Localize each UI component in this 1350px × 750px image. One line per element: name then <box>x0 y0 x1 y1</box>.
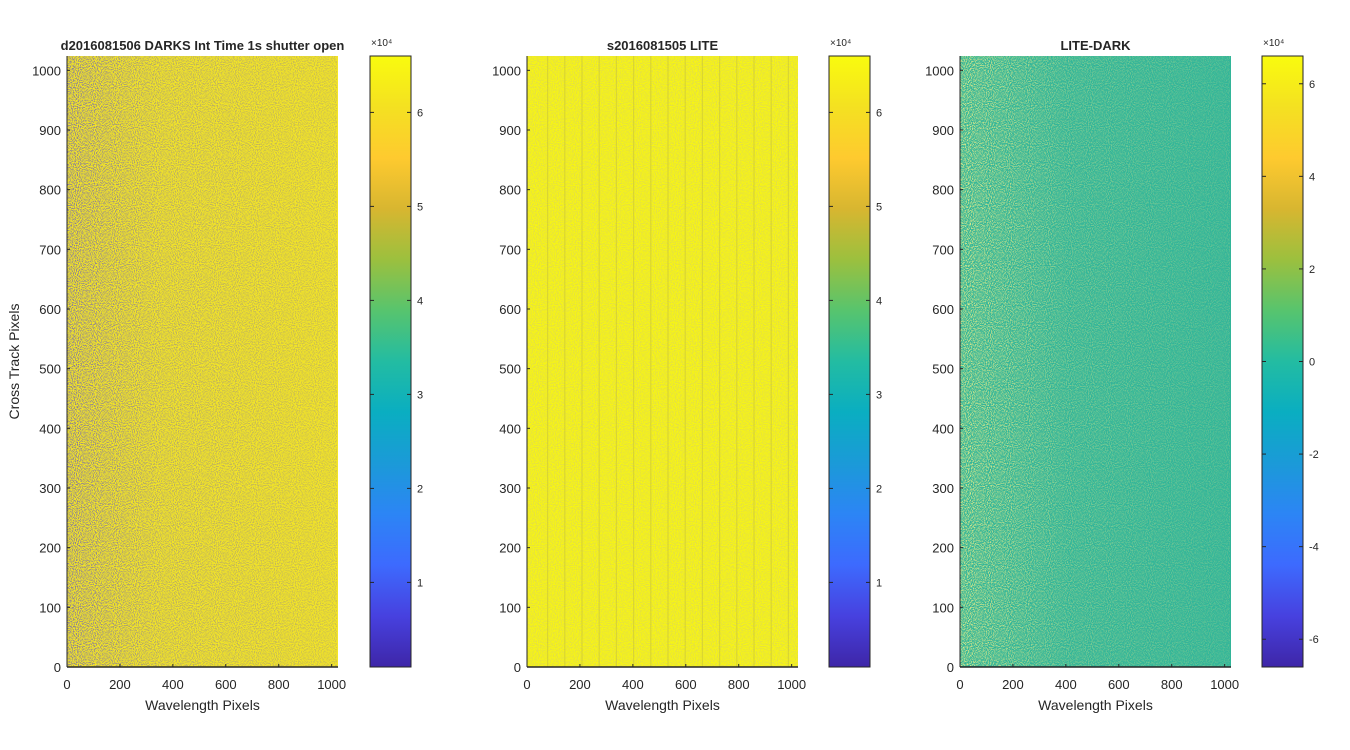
y-tick-label: 0 <box>54 660 61 675</box>
y-tick-label: 300 <box>932 481 954 496</box>
colorbar-tick-label: 5 <box>417 201 423 213</box>
y-tick-label: 200 <box>39 541 61 556</box>
colorbar-tick-label: 4 <box>1309 171 1315 183</box>
x-tick-label: 0 <box>523 677 530 692</box>
colorbar-tick-label: -6 <box>1309 634 1319 646</box>
y-tick-label: 1000 <box>32 63 61 78</box>
x-tick-label: 200 <box>569 677 591 692</box>
colorbar-exponent: ×10⁴ <box>1263 38 1284 49</box>
chart-title: d2016081506 DARKS Int Time 1s shutter op… <box>61 38 345 53</box>
heatmap-panel-2: 0 200 400 600 800 1000 0 100 200 300 400 500 600 700 8… <box>492 38 882 713</box>
y-tick-label: 600 <box>499 302 521 317</box>
colorbar-tick-label: 6 <box>1309 79 1315 91</box>
x-tick-label: 400 <box>162 677 184 692</box>
x-tick-label: 600 <box>675 677 697 692</box>
colorbar-gradient <box>828 55 871 668</box>
y-axis-label: Cross Track Pixels <box>6 304 22 420</box>
x-tick-label: 0 <box>63 677 70 692</box>
y-tick-label: 100 <box>932 600 954 615</box>
x-tick-label: 600 <box>1108 677 1130 692</box>
y-tick-label: 900 <box>39 123 61 138</box>
y-tick-label: 0 <box>514 660 521 675</box>
colorbar-tick-label: 3 <box>417 389 423 401</box>
x-axis-label: Wavelength Pixels <box>1038 697 1153 713</box>
x-axis-label: Wavelength Pixels <box>145 697 260 713</box>
y-tick-label: 800 <box>39 183 61 198</box>
colorbar-tick-label: 1 <box>876 577 882 589</box>
heatmap-image <box>527 56 798 667</box>
y-tick-label: 800 <box>499 183 521 198</box>
colorbar-tick-label: 6 <box>876 107 882 119</box>
heatmap-image <box>960 56 1231 667</box>
colorbar: 1 2 3 4 5 6 ×10⁴ <box>369 38 423 668</box>
x-tick-label: 1000 <box>777 677 806 692</box>
x-tick-label: 200 <box>1002 677 1024 692</box>
y-tick-label: 700 <box>39 242 61 257</box>
chart-title: LITE-DARK <box>1060 38 1131 53</box>
y-tick-label: 200 <box>932 541 954 556</box>
y-tick-label: 500 <box>499 362 521 377</box>
x-tick-label: 400 <box>1055 677 1077 692</box>
chart-title: s2016081505 LITE <box>607 38 719 53</box>
x-tick-label: 0 <box>956 677 963 692</box>
x-tick-label: 200 <box>109 677 131 692</box>
colorbar-tick-label: 0 <box>1309 357 1315 369</box>
y-tick-label: 500 <box>39 362 61 377</box>
y-tick-label: 100 <box>39 600 61 615</box>
colorbar-tick-label: 4 <box>417 295 423 307</box>
colorbar-tick-label: -2 <box>1309 449 1319 461</box>
colorbar-tick-label: 2 <box>876 483 882 495</box>
colorbar-tick-label: 2 <box>417 483 423 495</box>
y-tick-label: 900 <box>499 123 521 138</box>
y-tick-label: 1000 <box>492 63 521 78</box>
x-tick-label: 800 <box>1161 677 1183 692</box>
y-tick-label: 400 <box>499 421 521 436</box>
colorbar-tick-label: 4 <box>876 295 882 307</box>
colorbar-gradient <box>1261 55 1304 668</box>
y-tick-label: 300 <box>499 481 521 496</box>
x-tick-label: 400 <box>622 677 644 692</box>
y-tick-label: 500 <box>932 362 954 377</box>
y-tick-label: 600 <box>39 302 61 317</box>
y-tick-label: 200 <box>499 541 521 556</box>
y-tick-label: 300 <box>39 481 61 496</box>
y-tick-label: 400 <box>39 421 61 436</box>
colorbar-tick-label: 3 <box>876 389 882 401</box>
x-tick-label: 1000 <box>317 677 346 692</box>
y-tick-label: 0 <box>947 660 954 675</box>
heatmap-panel-1: 0 200 400 600 800 1000 0 100 200 300 400 500 600 700 8… <box>6 38 423 713</box>
x-axis-label: Wavelength Pixels <box>605 697 720 713</box>
colorbar-exponent: ×10⁴ <box>371 38 392 49</box>
x-tick-label: 600 <box>215 677 237 692</box>
colorbar: 1 2 3 4 5 6 ×10⁴ <box>828 38 882 668</box>
colorbar-tick-label: 5 <box>876 201 882 213</box>
colorbar-tick-label: 2 <box>1309 264 1315 276</box>
y-tick-label: 400 <box>932 421 954 436</box>
y-tick-label: 700 <box>499 242 521 257</box>
y-tick-label: 1000 <box>925 63 954 78</box>
x-tick-label: 1000 <box>1210 677 1239 692</box>
y-tick-label: 800 <box>932 183 954 198</box>
y-tick-label: 600 <box>932 302 954 317</box>
colorbar-gradient <box>369 55 412 668</box>
y-tick-label: 100 <box>499 600 521 615</box>
y-tick-label: 900 <box>932 123 954 138</box>
x-tick-label: 800 <box>728 677 750 692</box>
colorbar-tick-label: -4 <box>1309 542 1319 554</box>
colorbar-exponent: ×10⁴ <box>830 38 851 49</box>
heatmap-image <box>67 56 338 667</box>
x-tick-label: 800 <box>268 677 290 692</box>
colorbar-tick-label: 1 <box>417 577 423 589</box>
colorbar-tick-label: 6 <box>417 107 423 119</box>
colorbar: -6 -4 -2 0 2 4 6 ×10⁴ <box>1261 38 1319 668</box>
heatmap-panel-3: 0 200 400 600 800 1000 0 100 200 300 400 500 600 700 8… <box>925 38 1319 713</box>
y-tick-label: 700 <box>932 242 954 257</box>
